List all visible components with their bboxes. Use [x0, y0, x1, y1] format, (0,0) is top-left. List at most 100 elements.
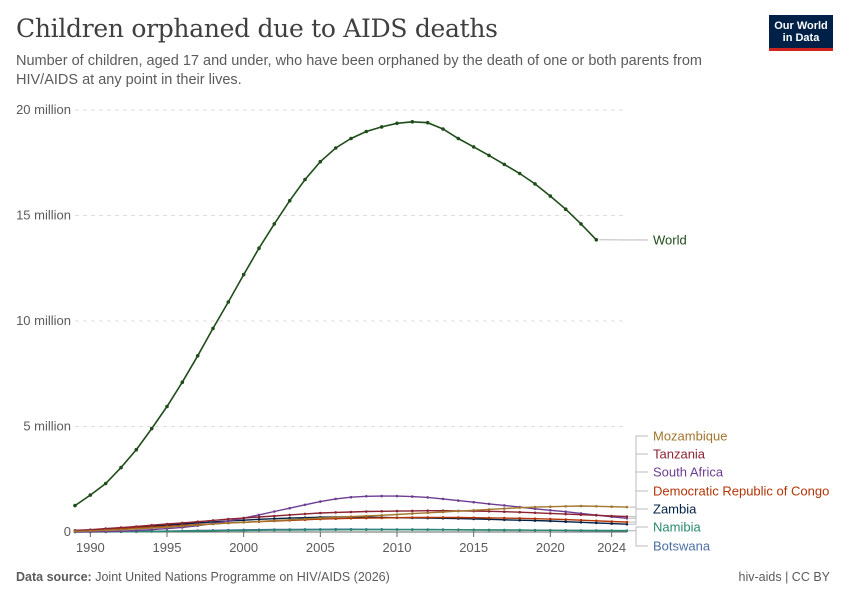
series-label[interactable]: Democratic Republic of Congo — [653, 484, 829, 499]
data-point — [579, 518, 583, 522]
series-label[interactable]: Mozambique — [653, 429, 727, 444]
data-point — [518, 518, 521, 522]
data-point — [549, 509, 552, 512]
data-point — [257, 246, 261, 250]
data-point — [119, 528, 123, 531]
data-point — [135, 525, 138, 528]
data-point — [426, 509, 430, 512]
data-point — [349, 528, 353, 531]
data-point — [426, 516, 430, 519]
data-point — [502, 162, 507, 167]
data-point — [503, 507, 506, 510]
data-point — [349, 495, 353, 499]
data-point — [334, 497, 338, 501]
data-point — [610, 514, 613, 518]
data-point — [165, 404, 169, 409]
data-point — [472, 528, 476, 532]
series-labels: World Mozambique Tanzania South Africa Democ… — [599, 233, 829, 554]
data-point — [411, 495, 414, 498]
label-leader — [629, 490, 648, 523]
data-point — [319, 511, 322, 515]
data-point — [503, 510, 506, 513]
data-point — [273, 510, 276, 513]
data-point — [518, 510, 521, 514]
data-point — [487, 516, 491, 520]
data-point — [319, 528, 322, 532]
data-point — [564, 518, 567, 521]
series-namibia[interactable] — [73, 528, 629, 534]
data-point — [533, 517, 537, 520]
data-point — [73, 503, 77, 508]
data-point — [411, 516, 414, 519]
data-point — [548, 194, 553, 198]
series-label[interactable]: South Africa — [653, 465, 724, 480]
data-point — [441, 510, 445, 514]
data-point — [411, 512, 414, 515]
data-point — [150, 530, 153, 533]
data-point — [257, 520, 261, 523]
data-point — [273, 519, 276, 522]
x-tick-label: 1995 — [153, 540, 182, 555]
data-point — [319, 516, 322, 520]
data-point — [457, 528, 460, 532]
data-point — [303, 517, 307, 521]
owid-logo[interactable]: Our World in Data — [769, 15, 833, 51]
data-point — [380, 528, 384, 531]
data-point — [625, 505, 629, 509]
series-label[interactable]: Zambia — [653, 502, 697, 517]
data-point — [273, 514, 276, 518]
data-point — [518, 517, 521, 520]
data-point — [380, 510, 384, 513]
series-label[interactable]: Botswana — [653, 539, 711, 554]
data-point — [273, 517, 276, 520]
x-tick-label: 2005 — [306, 540, 335, 555]
data-point — [319, 500, 322, 503]
data-point — [257, 515, 261, 519]
data-source-text[interactable]: Joint United Nations Programme on HIV/AI… — [95, 570, 390, 584]
data-point — [288, 518, 292, 522]
y-tick-label: 5 million — [23, 419, 71, 434]
data-point — [242, 529, 245, 532]
series-label[interactable]: Namibia — [653, 520, 701, 535]
data-point — [287, 198, 292, 203]
data-point — [211, 326, 215, 331]
data-point — [487, 528, 491, 532]
data-point — [472, 509, 476, 512]
data-point — [549, 517, 552, 521]
data-source: Data source: Joint United Nations Progra… — [16, 570, 390, 584]
data-point — [411, 509, 414, 513]
series-lines — [73, 120, 629, 534]
data-point — [564, 512, 567, 516]
x-tick-label: 1990 — [76, 540, 105, 555]
series-label[interactable]: World — [653, 233, 687, 248]
data-point — [211, 519, 215, 522]
data-point — [395, 121, 399, 126]
license-note[interactable]: hiv-aids | CC BY — [738, 570, 830, 584]
data-point — [211, 529, 215, 533]
series-label[interactable]: Tanzania — [653, 447, 706, 462]
data-point — [333, 146, 338, 150]
series-line — [74, 120, 597, 507]
data-point — [303, 512, 307, 516]
data-point — [365, 514, 368, 518]
x-tick-label: 2024 — [597, 540, 626, 555]
series-mozambique[interactable] — [73, 504, 629, 533]
data-point — [73, 530, 77, 533]
data-point — [103, 481, 108, 486]
data-point — [487, 510, 491, 513]
data-point — [441, 528, 445, 532]
data-point — [595, 521, 598, 525]
x-tick-label: 2010 — [383, 540, 412, 555]
data-point — [564, 505, 567, 508]
data-point — [365, 495, 368, 498]
data-point — [334, 515, 338, 519]
label-leader — [629, 526, 648, 532]
data-point — [410, 120, 415, 124]
data-point — [135, 527, 138, 531]
data-point — [257, 513, 261, 517]
series-world[interactable] — [73, 120, 599, 508]
data-point — [595, 529, 598, 532]
data-point — [503, 504, 506, 507]
data-point — [181, 524, 184, 528]
